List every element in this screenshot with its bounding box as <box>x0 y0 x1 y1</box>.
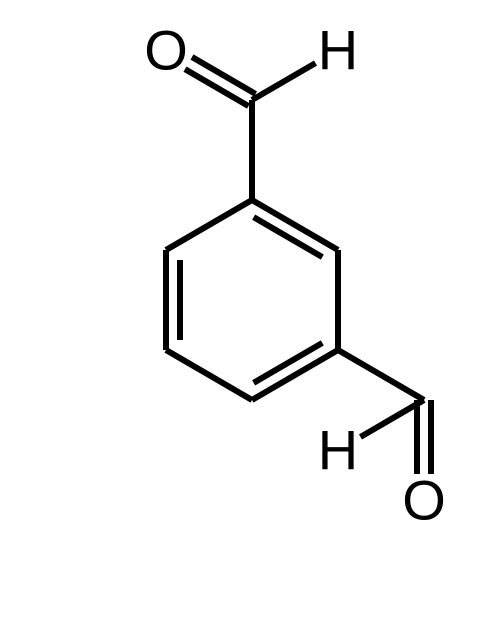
atom-label-h: H <box>318 19 358 82</box>
atom-label-o: O <box>144 19 188 82</box>
bond-line <box>338 350 424 400</box>
bond-line <box>252 63 316 100</box>
bond-line <box>166 350 252 400</box>
chemical-structure: OHOH <box>0 0 504 640</box>
atom-label-h: H <box>318 419 358 482</box>
atom-label-o: O <box>402 469 446 532</box>
bond-line <box>166 200 252 250</box>
